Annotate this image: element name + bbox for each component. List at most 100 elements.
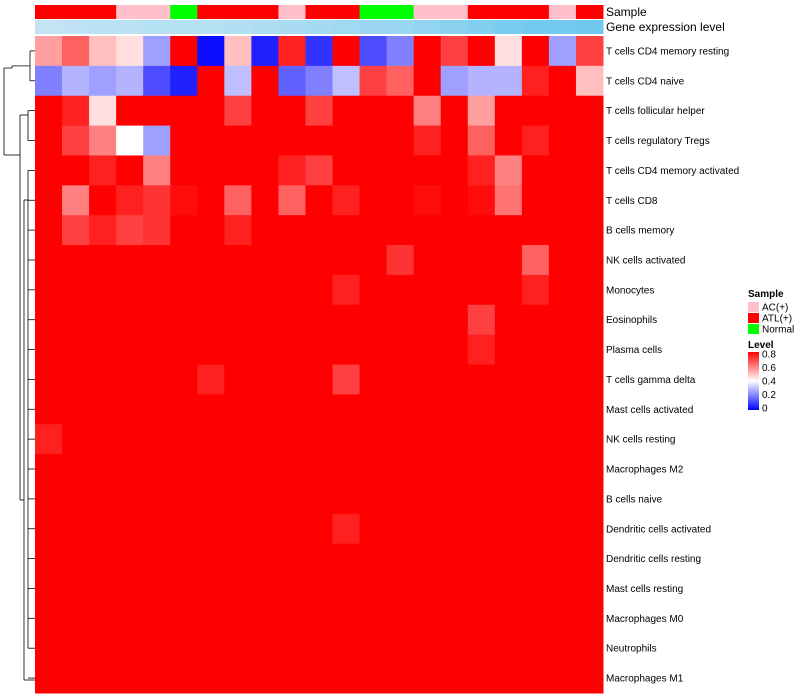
heatmap-cell	[197, 633, 225, 664]
heatmap-cell	[89, 304, 117, 336]
heatmap-cell	[170, 483, 198, 515]
heatmap-cell	[224, 603, 252, 634]
heatmap-cell	[143, 125, 171, 156]
heatmap-cell	[251, 334, 279, 365]
heatmap-cell	[305, 155, 334, 186]
heatmap-cell	[143, 633, 171, 664]
heatmap-cell	[197, 364, 225, 395]
heatmap-cell	[251, 483, 279, 515]
heatmap-cell	[35, 65, 63, 97]
heatmap-cell	[251, 543, 279, 575]
heatmap-cell	[386, 394, 415, 425]
heatmap-cell	[305, 543, 334, 575]
heatmap-cell	[143, 663, 171, 694]
heatmap-cell	[251, 155, 279, 186]
sample-anno-cell	[251, 5, 279, 19]
heatmap-cell	[224, 424, 252, 455]
heatmap-cell	[35, 36, 63, 67]
heatmap-cell	[35, 483, 63, 515]
heatmap-cell	[197, 334, 225, 365]
heatmap-cell	[116, 513, 144, 545]
heatmap-cell	[116, 424, 144, 455]
row-label: Neutrophils	[606, 644, 657, 655]
sample-legend: Sample AC(+)ATL(+)Normal	[748, 289, 794, 336]
heatmap-cell	[197, 424, 225, 455]
heatmap-cell	[386, 185, 415, 216]
heatmap-cell	[89, 483, 117, 515]
heatmap-cell	[467, 274, 496, 306]
heatmap-cell	[224, 513, 252, 545]
heatmap-cell	[197, 394, 225, 425]
level-legend-tick: 0.6	[762, 363, 776, 374]
heatmap-cell	[62, 245, 90, 276]
heatmap-cell	[251, 36, 279, 67]
gene-expression-anno-cell	[197, 20, 225, 34]
heatmap-cell	[575, 95, 604, 127]
heatmap-cell	[170, 364, 198, 395]
heatmap-cell	[359, 304, 388, 336]
row-label: Mast cells resting	[606, 584, 683, 595]
heatmap-cell	[35, 95, 63, 127]
heatmap-cell	[575, 454, 604, 485]
heatmap-cell	[143, 454, 171, 485]
sample-legend-label: AC(+)	[762, 303, 788, 314]
heatmap-cell	[548, 245, 577, 276]
heatmap-cell	[386, 274, 415, 306]
heatmap-cell	[575, 245, 604, 276]
sample-anno-cell	[62, 5, 90, 19]
row-label: T cells CD4 memory resting	[606, 46, 729, 57]
heatmap-cell	[89, 513, 117, 545]
heatmap-cell	[521, 215, 550, 246]
gene-expression-anno-cell	[278, 20, 306, 34]
heatmap-cell	[575, 483, 604, 515]
heatmap-cell	[359, 334, 388, 365]
heatmap-cell	[305, 364, 334, 395]
gene-expression-anno-cell	[89, 20, 117, 34]
gene-expression-anno-cell	[224, 20, 252, 34]
heatmap-cell	[548, 394, 577, 425]
heatmap-cell	[332, 483, 361, 515]
heatmap-cell	[467, 513, 496, 545]
heatmap-cell	[89, 633, 117, 664]
heatmap-cell	[548, 334, 577, 365]
heatmap-cell	[386, 573, 415, 604]
heatmap-cell	[332, 304, 361, 336]
heatmap-cell	[332, 364, 361, 395]
heatmap-cell	[467, 65, 496, 97]
gene-expression-anno-cell	[386, 20, 415, 34]
heatmap-cell	[521, 394, 550, 425]
heatmap-cell	[278, 424, 306, 455]
heatmap-cell	[35, 663, 63, 694]
heatmap-cell	[467, 304, 496, 336]
heatmap-cell	[386, 334, 415, 365]
heatmap-cell	[494, 185, 523, 216]
heatmap-cell	[89, 334, 117, 365]
heatmap-cell	[89, 543, 117, 575]
heatmap-cell	[251, 304, 279, 336]
heatmap-cell	[413, 304, 442, 336]
heatmap-cell	[251, 215, 279, 246]
heatmap-cell	[278, 394, 306, 425]
heatmap-cell	[359, 65, 388, 97]
heatmap-cell	[170, 543, 198, 575]
gene-expression-anno-cell	[143, 20, 171, 34]
heatmap-cell	[575, 274, 604, 306]
heatmap-cell	[494, 633, 523, 664]
heatmap-cell	[386, 65, 415, 97]
heatmap-cell	[548, 36, 577, 67]
heatmap-cell	[467, 483, 496, 515]
heatmap-cell	[305, 663, 334, 694]
heatmap-cell	[575, 573, 604, 604]
heatmap-cell	[305, 95, 334, 127]
heatmap-cell	[224, 125, 252, 156]
heatmap-cell	[521, 513, 550, 545]
heatmap-cell	[467, 185, 496, 216]
sample-anno-cell	[278, 5, 306, 19]
row-label: T cells regulatory Tregs	[606, 136, 710, 147]
heatmap-cell	[359, 483, 388, 515]
heatmap-cell	[278, 334, 306, 365]
heatmap-cell	[305, 573, 334, 604]
sample-anno-cell	[305, 5, 334, 19]
heatmap-cell	[440, 394, 469, 425]
heatmap-cell	[224, 155, 252, 186]
